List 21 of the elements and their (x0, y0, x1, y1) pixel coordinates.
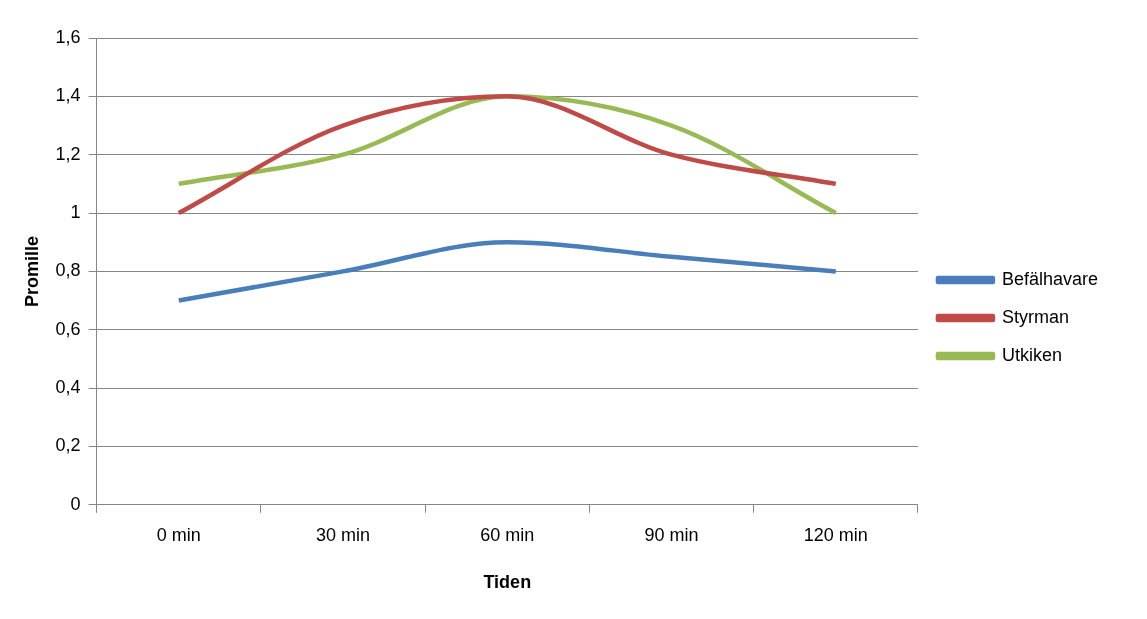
y-tick-label: 0 (70, 493, 81, 514)
y-tick-label: 1 (70, 202, 81, 223)
y-tick-label: 1,2 (55, 143, 81, 164)
x-tick-label: 60 min (480, 524, 535, 545)
x-tick-label: 90 min (644, 524, 699, 545)
legend-label: Styrman (1001, 306, 1069, 327)
line-series (176, 239, 839, 303)
y-tick-label: 1,6 (55, 26, 81, 47)
x-axis-title: Tiden (483, 572, 532, 593)
legend-label: Befälhavare (1001, 268, 1099, 289)
x-tick-label: 0 min (156, 524, 201, 545)
x-tick-label: 30 min (316, 524, 371, 545)
y-tick-label: 0,8 (55, 260, 81, 281)
y-tick-label: 0,2 (55, 435, 81, 456)
line-series (176, 94, 839, 216)
y-tick-label: 0,4 (55, 377, 81, 398)
y-axis-title: Promille (21, 235, 42, 307)
y-tick-label: 0,6 (55, 318, 81, 339)
legend-label: Utkiken (1001, 344, 1062, 365)
x-tick-label: 120 min (803, 524, 868, 545)
y-tick-label: 1,4 (55, 85, 81, 106)
